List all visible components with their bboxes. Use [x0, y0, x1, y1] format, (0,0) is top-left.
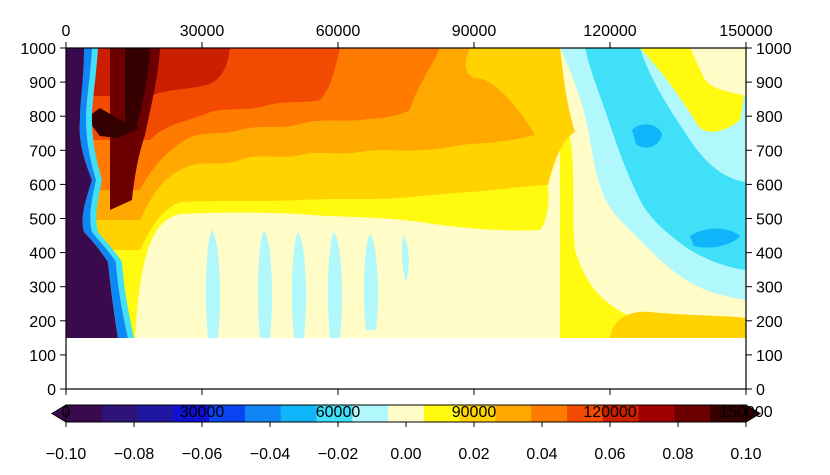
- colorbar-overlay-label: 0: [62, 404, 71, 421]
- colorbar-cell: [567, 405, 604, 422]
- y-tick-label-right: 700: [756, 143, 783, 160]
- contour-light-blue-band-6: [401, 236, 409, 282]
- y-tick-label-right: 800: [756, 109, 783, 126]
- colorbar-tick-label: 0.00: [390, 446, 421, 463]
- y-tick-label-left: 800: [29, 109, 56, 126]
- colorbar-cell: [137, 405, 174, 422]
- colorbar-cell: [280, 405, 318, 422]
- x-tick-label-top: 0: [62, 23, 71, 40]
- y-tick-label-left: 700: [29, 143, 56, 160]
- contour-black-column: [125, 48, 150, 135]
- y-tick-label-left: 300: [29, 280, 56, 297]
- x-tick-label-top: 60000: [316, 23, 361, 40]
- y-tick-label-left: 900: [29, 75, 56, 92]
- colorbar-cell: [388, 405, 425, 422]
- colorbar-tick-label: −0.10: [46, 446, 87, 463]
- colorbar-cell: [209, 405, 246, 422]
- colorbar-cell: [316, 405, 353, 422]
- y-tick-label-right: 100: [756, 348, 783, 365]
- contour-light-blue-band-1: [205, 230, 220, 338]
- contour-orange-east-strip: [610, 311, 746, 338]
- colorbar-cell: [423, 405, 461, 422]
- colorbar-tick-label: 0.02: [458, 446, 489, 463]
- colorbar-overlay-label: 120000: [583, 404, 636, 421]
- colorbar-overlay-label: 30000: [180, 404, 225, 421]
- colorbar-cell: [244, 405, 282, 422]
- y-tick-label-left: 0: [47, 382, 56, 399]
- colorbar-cell: [352, 405, 389, 422]
- colorbar-tick-label: 0.08: [662, 446, 693, 463]
- y-tick-label-left: 100: [29, 348, 56, 365]
- y-tick-label-right: 1000: [756, 41, 792, 58]
- y-tick-label-left: 400: [29, 246, 56, 263]
- y-tick-label-right: 0: [756, 382, 765, 399]
- contour-light-blue-band-2: [257, 230, 272, 338]
- y-tick-label-right: 500: [756, 212, 783, 229]
- colorbar-cell: [173, 405, 210, 422]
- colorbar-tick-label: −0.04: [250, 446, 291, 463]
- colorbar-cell: [531, 405, 568, 422]
- contour-light-blue-band-3: [291, 232, 306, 338]
- contour-light-blue-band-4: [327, 232, 342, 338]
- colorbar-cell: [495, 405, 532, 422]
- colorbar-tick-label: −0.06: [182, 446, 223, 463]
- colorbar-tick-label: 0.06: [594, 446, 625, 463]
- colorbar-cell: [638, 405, 675, 422]
- colorbar: −0.10 −0.08 −0.06 −0.04 −0.02 0.00 0.02 0.04 0.0…: [46, 404, 773, 463]
- contour-east-light-patch: [690, 48, 746, 96]
- colorbar-tick-label: −0.02: [318, 446, 359, 463]
- y-tick-label-right: 900: [756, 75, 783, 92]
- colorbar-cell: [710, 405, 746, 422]
- contour-west-deep-purple: [66, 48, 118, 338]
- contour-fields: [66, 48, 746, 338]
- colorbar-cell: [66, 405, 103, 422]
- colorbar-ticks: −0.10 −0.08 −0.06 −0.04 −0.02 0.00 0.02 0.04 0.0…: [46, 404, 773, 463]
- colorbar-overlay-label: 60000: [316, 404, 361, 421]
- colorbar-tick-label: 0.10: [730, 446, 761, 463]
- x-tick-label-top: 150000: [719, 23, 772, 40]
- y-tick-label-right: 400: [756, 246, 783, 263]
- colorbar-tick-label: 0.04: [526, 446, 557, 463]
- contour-west-blue-edge: [79, 48, 128, 338]
- y-tick-label-right: 600: [756, 177, 783, 194]
- colorbar-cells: [66, 405, 746, 422]
- colorbar-tick-label: −0.08: [114, 446, 155, 463]
- y-tick-label-left: 200: [29, 314, 56, 331]
- colorbar-overlay-label: 150000: [719, 404, 772, 421]
- y-tick-label-left: 500: [29, 212, 56, 229]
- x-tick-label-top: 30000: [180, 23, 225, 40]
- x-tick-label-top: 120000: [583, 23, 636, 40]
- colorbar-cell: [674, 405, 711, 422]
- colorbar-cell: [602, 405, 640, 422]
- y-tick-label-left: 1000: [20, 41, 56, 58]
- contour-east-cyan-lobe: [585, 48, 746, 270]
- contour-east-blue-core-south: [690, 228, 740, 248]
- contour-east-blue-core-north: [632, 124, 662, 148]
- y-tick-label-right: 200: [756, 314, 783, 331]
- y-tick-label-right: 300: [756, 280, 783, 297]
- contour-light-blue-band-5: [363, 234, 378, 330]
- contour-black-wedge: [86, 108, 140, 138]
- contour-west-cyan-edge: [86, 48, 134, 338]
- y-tick-label-left: 600: [29, 177, 56, 194]
- colorbar-cell: [101, 405, 139, 422]
- contour-yellow-east: [560, 100, 746, 338]
- colorbar-cell: [459, 405, 496, 422]
- colorbar-overlay-label: 90000: [452, 404, 497, 421]
- x-tick-label-top: 90000: [452, 23, 497, 40]
